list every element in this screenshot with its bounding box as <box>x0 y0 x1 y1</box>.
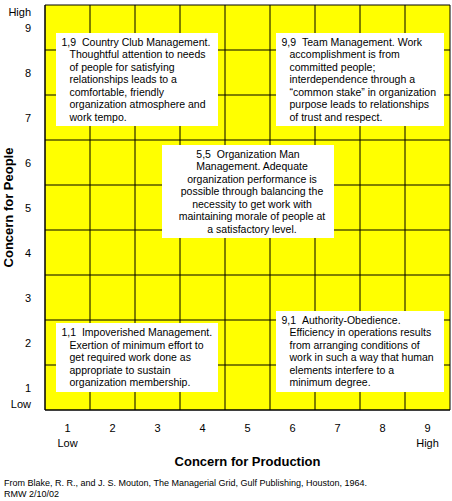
svg-text:9: 9 <box>424 422 430 434</box>
html-text:Country Club Management. Thoug: Country Club Management. Thoughtful atte… <box>69 35 211 123</box>
svg-text:2: 2 <box>25 337 31 349</box>
svg-text:7: 7 <box>334 422 340 434</box>
svg-text:8: 8 <box>379 422 385 434</box>
svg-text:1: 1 <box>64 422 70 434</box>
html-text:9,9: 9,9 <box>281 35 297 48</box>
html-text:1,9: 1,9 <box>61 35 77 48</box>
svg-text:7: 7 <box>25 112 31 124</box>
svg-text:4: 4 <box>25 247 31 259</box>
svg-text:6: 6 <box>289 422 295 434</box>
svg-text:2: 2 <box>109 422 115 434</box>
html-text:From Blake, R. R., and J. S. M: From Blake, R. R., and J. S. Mouton, The… <box>4 478 367 488</box>
svg-text:Low: Low <box>11 398 31 410</box>
html-text:RMW 2/10/02: RMW 2/10/02 <box>4 489 59 499</box>
html-text:Organization Man Management. A: Organization Man Management. Adequate or… <box>178 147 326 235</box>
html-text:Team Management. Work accompli: Team Management. Work accomplishment is … <box>289 35 436 123</box>
svg-text:3: 3 <box>25 292 31 304</box>
html-text:Impoverished Management. Exert: Impoverished Management. Exertion of min… <box>69 326 213 388</box>
svg-text:3: 3 <box>154 422 160 434</box>
svg-text:High: High <box>8 6 31 18</box>
svg-text:4: 4 <box>199 422 205 434</box>
html-text:1,1: 1,1 <box>61 326 77 338</box>
svg-text:Concern for Production: Concern for Production <box>175 454 321 469</box>
svg-text:5: 5 <box>25 202 31 214</box>
svg-text:9: 9 <box>25 22 31 34</box>
svg-text:5: 5 <box>244 422 250 434</box>
svg-text:Concern for People: Concern for People <box>8 148 16 268</box>
html-text:Authority-Obedience. Efficienc: Authority-Obedience. Efficiency in opera… <box>289 313 434 388</box>
html-text:5,5: 5,5 <box>196 147 211 160</box>
svg-text:6: 6 <box>25 157 31 169</box>
svg-text:1: 1 <box>25 382 31 394</box>
svg-text:High: High <box>416 437 439 449</box>
svg-text:8: 8 <box>25 67 31 79</box>
html-text:9,1: 9,1 <box>281 313 297 326</box>
svg-text:Low: Low <box>57 437 77 449</box>
